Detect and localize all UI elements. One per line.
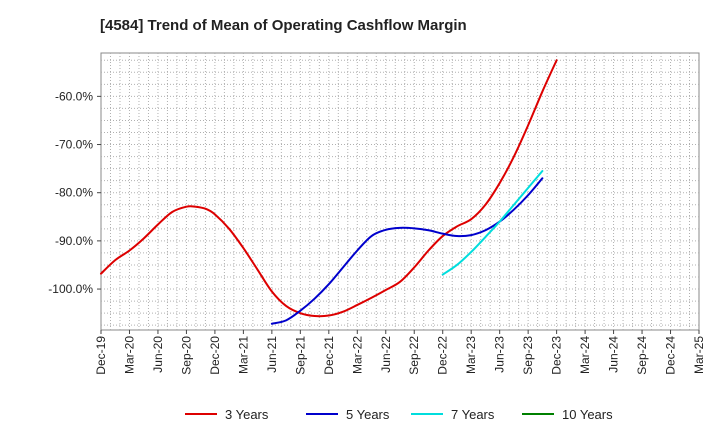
x-tick-label: Dec-20 (208, 336, 222, 375)
legend: 3 Years 5 Years 7 Years 10 Years (185, 407, 613, 422)
x-tick-label: Jun-22 (379, 336, 393, 373)
x-tick-label: Sep-23 (521, 336, 535, 375)
x-tick-label: Dec-21 (322, 336, 336, 375)
y-tick-label: -70.0% (55, 138, 93, 152)
x-tick-label: Sep-22 (407, 336, 421, 375)
legend-label-7-years: 7 Years (451, 407, 495, 422)
y-tick-label: -60.0% (55, 89, 93, 103)
x-tick-label: Dec-22 (436, 336, 450, 375)
legend-label-5-years: 5 Years (346, 407, 390, 422)
x-tick-label: Mar-22 (350, 336, 364, 374)
x-tick-label: Jun-21 (265, 336, 279, 373)
x-tick-label: Sep-20 (179, 336, 193, 375)
x-tick-label: Jun-20 (151, 336, 165, 373)
x-tick-label: Dec-19 (94, 336, 108, 375)
x-tick-label: Sep-24 (635, 336, 649, 375)
legend-label-3-years: 3 Years (225, 407, 269, 422)
legend-label-10-years: 10 Years (562, 407, 613, 422)
series-line-7-years (441, 170, 544, 276)
x-tick-label: Mar-24 (578, 336, 592, 374)
x-tick-label: Sep-21 (293, 336, 307, 375)
y-axis: -60.0% -70.0% -80.0% -90.0% -100.0% (48, 89, 101, 296)
x-tick-label: Mar-20 (122, 336, 136, 374)
vertical-gridlines (109, 53, 691, 330)
plot-area (100, 52, 700, 331)
x-tick-label: Mar-21 (236, 336, 250, 374)
x-tick-label: Jun-24 (607, 336, 621, 373)
y-tick-label: -100.0% (48, 282, 93, 296)
x-tick-label: Mar-23 (464, 336, 478, 374)
x-tick-label: Jun-23 (493, 336, 507, 373)
y-tick-label: -90.0% (55, 234, 93, 248)
x-tick-label: Dec-24 (664, 336, 678, 375)
x-tick-label: Dec-23 (550, 336, 564, 375)
series-lines (100, 59, 558, 325)
series-line-3-years (100, 59, 558, 318)
chart-title: [4584] Trend of Mean of Operating Cashfl… (100, 17, 467, 34)
y-tick-label: -80.0% (55, 186, 93, 200)
x-axis: Dec-19 Mar-20 Jun-20 Sep-20 Dec-20 Mar-21 Jun-… (94, 330, 706, 375)
horizontal-gridlines (101, 59, 699, 326)
x-tick-label: Mar-25 (692, 336, 706, 374)
